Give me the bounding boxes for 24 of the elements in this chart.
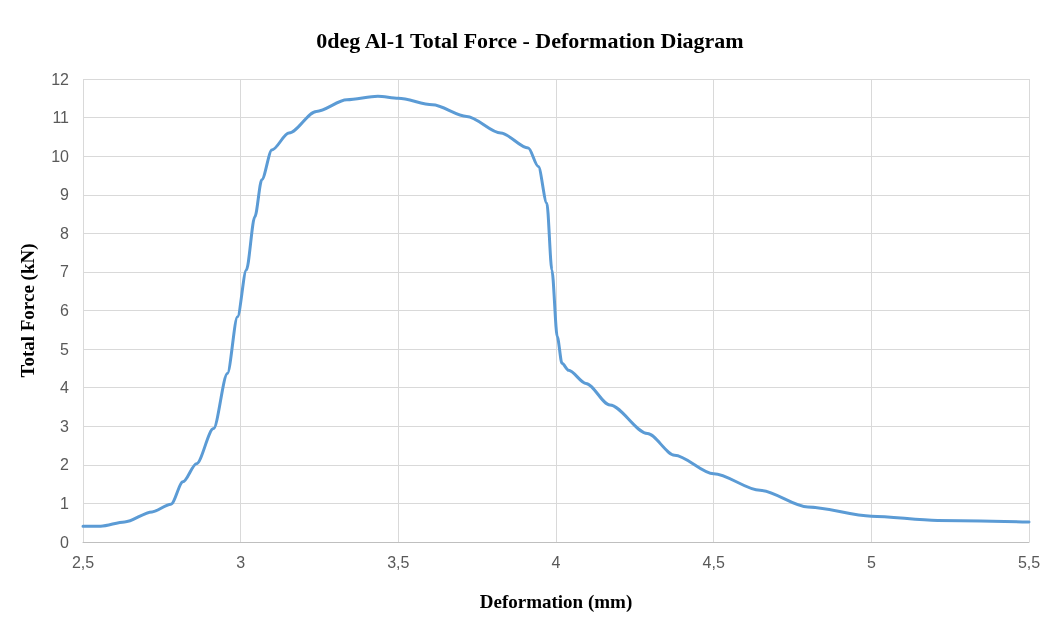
y-tick-label: 4 <box>60 379 70 397</box>
x-tick-label: 4,5 <box>702 553 725 571</box>
x-tick-label: 3,5 <box>387 553 410 571</box>
y-tick-label: 3 <box>60 417 70 435</box>
x-axis-title: Deformation (mm) <box>479 591 633 613</box>
chart-title: 0deg Al-1 Total Force - Deformation Diagram <box>316 27 744 53</box>
y-tick-label: 12 <box>51 70 70 88</box>
x-tick-label: 2,5 <box>71 553 95 571</box>
y-tick-label: 2 <box>60 456 70 474</box>
x-tick-label: 5,5 <box>1017 553 1041 571</box>
y-tick-label: 5 <box>60 340 70 358</box>
y-tick-label: 1 <box>60 494 70 512</box>
y-tick-label: 0 <box>60 533 70 551</box>
x-tick-label: 4 <box>551 553 561 571</box>
y-tick-label: 6 <box>60 302 70 319</box>
x-tick-label: 3 <box>236 553 246 571</box>
line-series <box>81 94 1031 528</box>
y-tick-label: 10 <box>51 147 70 165</box>
y-tick-label: 9 <box>60 186 70 204</box>
y-axis-title: Total Force (kN) <box>17 243 39 378</box>
x-tick-label: 5 <box>866 553 876 571</box>
y-tick-label: 11 <box>52 109 70 127</box>
y-tick-label: 7 <box>60 263 70 281</box>
y-tick-label: 8 <box>60 224 70 242</box>
